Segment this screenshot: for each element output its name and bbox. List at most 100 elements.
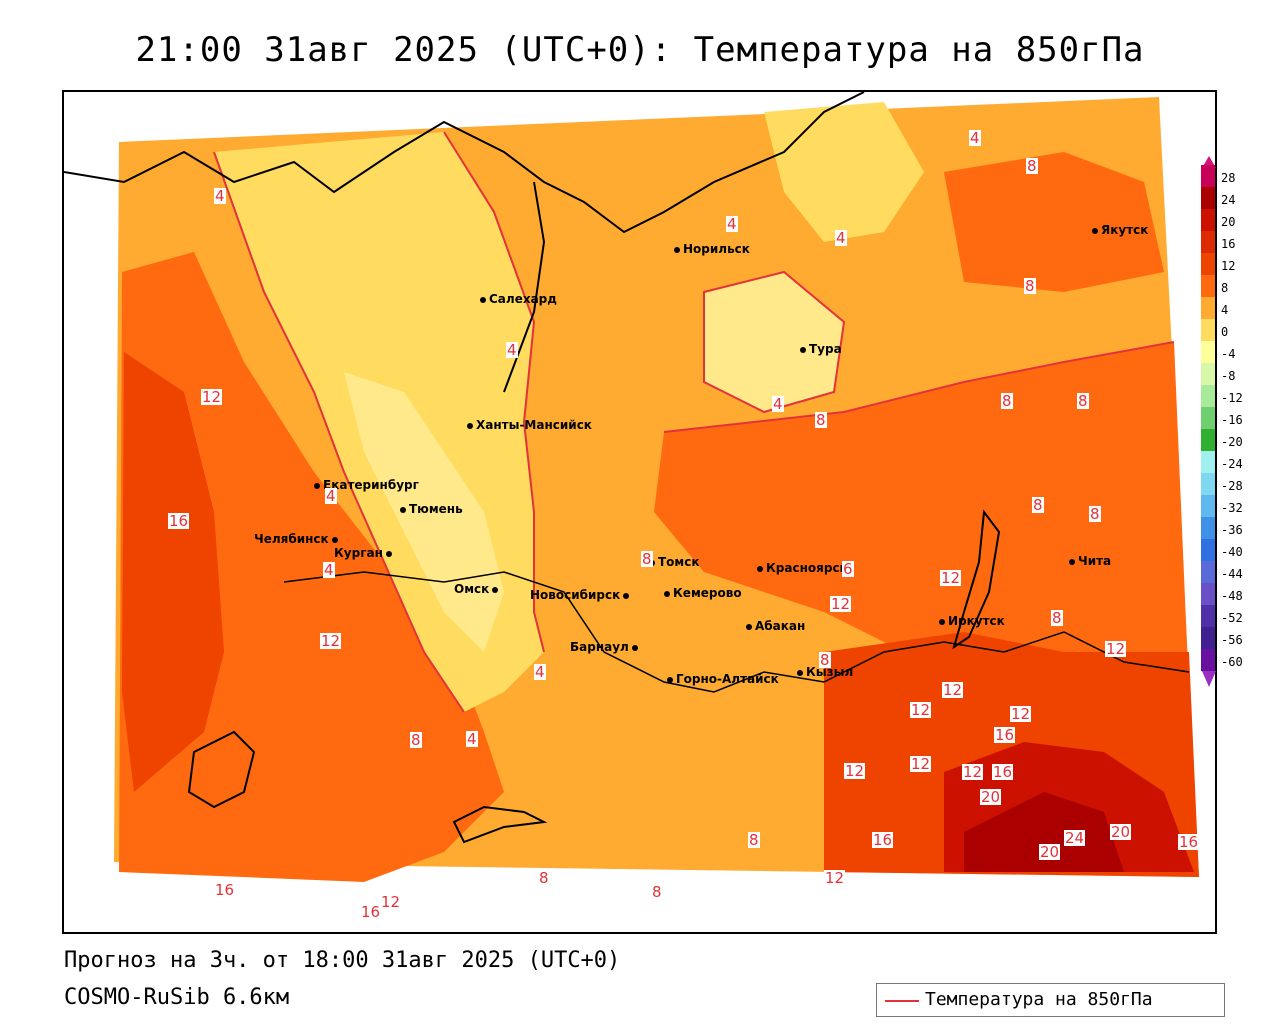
city-yakutsk: Якутск (1092, 223, 1148, 237)
contour-label: 12 (380, 893, 402, 911)
colorbar-tick-label: 12 (1221, 259, 1236, 273)
colorbar-segment (1201, 583, 1215, 605)
contour-label: 8 (1077, 392, 1089, 410)
gulf-of-ob (503, 181, 546, 393)
colorbar-tick-label: -4 (1221, 347, 1236, 361)
colorbar-segment (1201, 407, 1215, 429)
colorbar-segment (1201, 165, 1215, 187)
contour-label: 16 (872, 831, 894, 849)
contour-label: 4 (969, 129, 981, 147)
city-novosibirsk: Новосибирск (530, 588, 632, 602)
warm-west-region (119, 252, 504, 882)
forecast-info: Прогноз на 3ч. от 18:00 31авг 2025 (UTC+… (64, 948, 621, 973)
legend-box: Температура на 850гПа (876, 983, 1225, 1017)
colorbar-segment (1201, 627, 1215, 649)
colorbar-tick-label: -56 (1221, 633, 1243, 647)
contour-label: 8 (748, 831, 760, 849)
contour-label: 8 (815, 411, 827, 429)
north-cool-region (764, 102, 924, 242)
colorbar-tick-label: -12 (1221, 391, 1243, 405)
contour-label: 16 (360, 903, 382, 921)
contour-label: 8 (641, 550, 653, 568)
contour-label: 20 (1110, 823, 1132, 841)
colorbar-segment (1201, 231, 1215, 253)
contour-label: 4 (214, 187, 226, 205)
contour-label: 12 (940, 569, 962, 587)
colorbar-tick-label: 4 (1221, 303, 1229, 317)
legend-label: Температура на 850гПа (925, 989, 1153, 1010)
city-salekhard: Салехард (480, 292, 557, 306)
colorbar (1201, 165, 1215, 671)
contour-label: 4 (466, 730, 478, 748)
colorbar-segment (1201, 495, 1215, 517)
colorbar-segment (1201, 341, 1215, 363)
colorbar-tick-label: 8 (1221, 281, 1229, 295)
isotherm-8 (663, 341, 1175, 433)
colorbar-segment (1201, 429, 1215, 451)
city-irkutsk: Иркутск (939, 614, 1005, 628)
southern-border (283, 571, 1190, 693)
isotherm-4b (443, 131, 545, 653)
colorbar-segment (1201, 517, 1215, 539)
city-kyzyl: Кызыл (797, 665, 853, 679)
colorbar-segment (1201, 605, 1215, 627)
contour-label: 12 (1010, 705, 1032, 723)
contour-label: 12 (830, 595, 852, 613)
colorbar-tick-label: -52 (1221, 611, 1243, 625)
contour-label: 8 (1024, 277, 1036, 295)
coastline (64, 92, 865, 234)
colorbar-segment (1201, 649, 1215, 671)
colorbar-segment (1201, 187, 1215, 209)
tura-cool-region (704, 272, 844, 412)
contour-label: 8 (1051, 609, 1063, 627)
temperature-field (64, 92, 1199, 882)
contour-label: 16 (168, 512, 190, 530)
contour-label: 4 (506, 341, 518, 359)
colorbar-segment (1201, 275, 1215, 297)
colorbar-segment (1201, 451, 1215, 473)
isotherm-4-tura (703, 270, 846, 414)
city-barnaul: Барнаул (570, 640, 641, 654)
contour-label: 16 (994, 726, 1016, 744)
contour-label: 8 (651, 883, 663, 901)
contour-label: 12 (962, 763, 984, 781)
balkhash-lake (452, 805, 548, 844)
colorbar-segment (1201, 209, 1215, 231)
city-kurgan: Курган (334, 546, 395, 560)
contour-label: 4 (726, 215, 738, 233)
lake-baikal (952, 509, 1001, 650)
contour-label: 8 (1032, 496, 1044, 514)
colorbar-tick-label: -48 (1221, 589, 1243, 603)
contour-label: 12 (910, 701, 932, 719)
contour-label: 4 (534, 663, 546, 681)
city-tura: Тура (800, 342, 842, 356)
contour-label: 4 (772, 395, 784, 413)
colorbar-tick-label: -8 (1221, 369, 1236, 383)
colorbar-bottom-arrow (1202, 671, 1216, 687)
isotherm-4 (213, 151, 465, 713)
colorbar-segment (1201, 363, 1215, 385)
colorbar-tick-label: 24 (1221, 193, 1236, 207)
city-norilsk: Норильск (674, 242, 750, 256)
city-omsk: Омск (454, 582, 501, 596)
contour-label: 12 (844, 762, 866, 780)
contour-label: 12 (201, 388, 223, 406)
contour-label: 12 (824, 869, 846, 887)
city-ekaterinburg: Екатеринбург (314, 478, 419, 492)
contour-label: 24 (1064, 829, 1086, 847)
colorbar-tick-label: -60 (1221, 655, 1243, 669)
city-chelyabinsk: Челябинск (254, 532, 341, 546)
contour-label: 4 (835, 229, 847, 247)
legend-line (885, 1000, 919, 1002)
colorbar-segment (1201, 473, 1215, 495)
colorbar-segment (1201, 297, 1215, 319)
city-abakan: Абакан (746, 619, 805, 633)
city-tomsk: Томск (649, 555, 700, 569)
contour-label: 16 (1178, 833, 1200, 851)
colorbar-tick-label: 16 (1221, 237, 1236, 251)
contour-label: 4 (323, 561, 335, 579)
city-krasnoyarsk: Красноярск (757, 561, 848, 575)
colorbar-tick-label: 20 (1221, 215, 1236, 229)
map-area[interactable]: Норильск Якутск Салехард Тура Ханты-Манс… (62, 90, 1217, 934)
colorbar-tick-label: -24 (1221, 457, 1243, 471)
